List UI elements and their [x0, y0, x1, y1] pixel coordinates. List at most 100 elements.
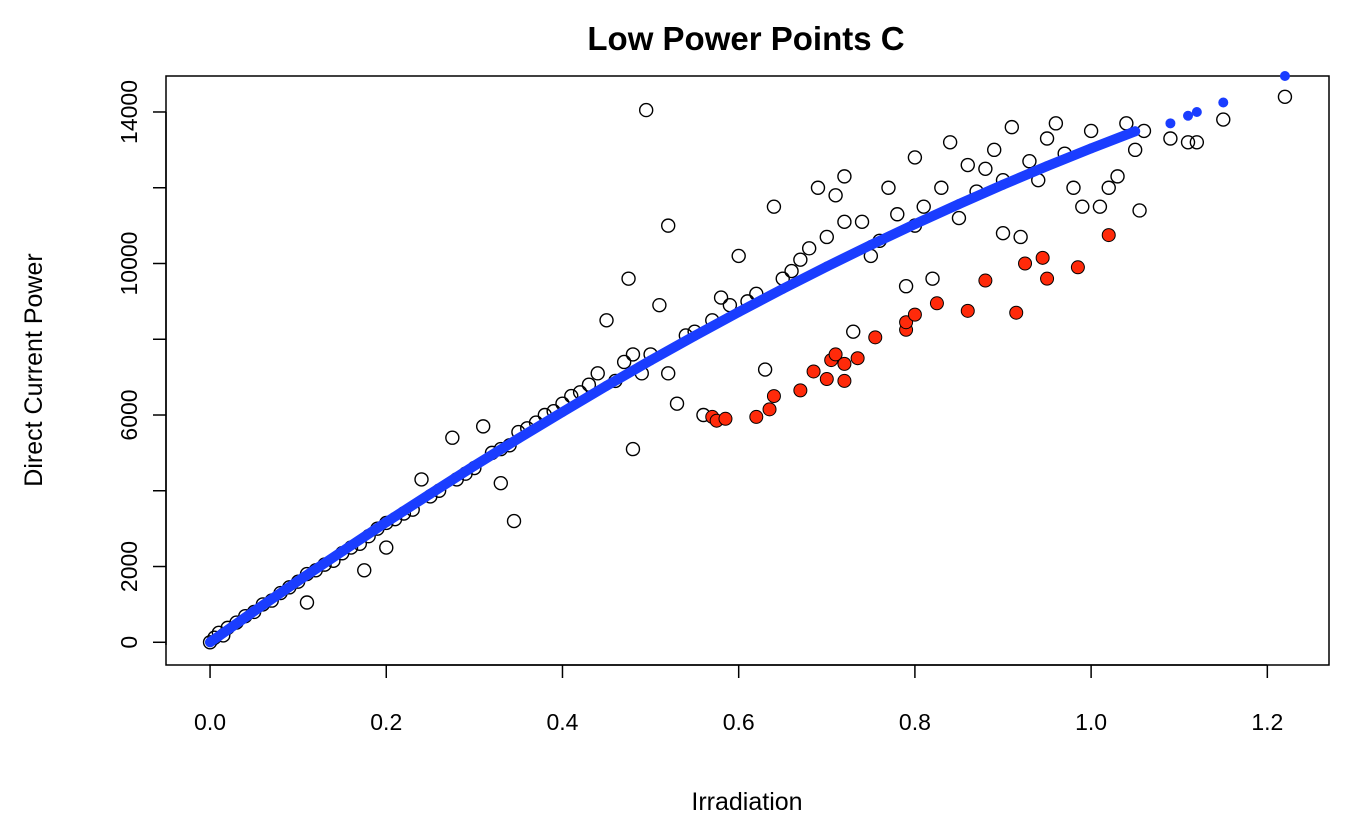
data-point-observed [986, 142, 1002, 158]
data-point-observed [1039, 131, 1055, 146]
data-point-fitted [381, 517, 392, 528]
x-tick-label: 0.4 [546, 709, 578, 735]
data-point-observed [881, 180, 896, 195]
data-point-observed [1180, 135, 1196, 150]
data-point-low-power [899, 315, 914, 330]
data-point-low-power [1040, 271, 1055, 286]
data-point-observed [1216, 112, 1231, 127]
data-point-observed [299, 595, 315, 610]
data-point-observed [590, 366, 605, 381]
data-point-fitted [821, 261, 832, 272]
data-point-observed [934, 180, 949, 195]
data-point-fitted [1218, 97, 1229, 108]
data-point-observed [1004, 119, 1020, 135]
data-point-low-power [1035, 250, 1050, 265]
data-point-observed [357, 563, 372, 578]
data-point-observed [837, 169, 852, 184]
data-point-fitted [557, 406, 568, 417]
plot-frame [165, 75, 1330, 666]
data-point-observed [1127, 142, 1143, 158]
data-point-observed [846, 324, 861, 339]
data-point-fitted [777, 283, 788, 294]
data-point-observed [801, 241, 817, 256]
data-point-observed [1048, 116, 1064, 131]
data-point-low-power [837, 373, 852, 388]
y-tick-label: 0 [116, 636, 142, 649]
data-point-fitted [1086, 143, 1097, 154]
data-point-observed [599, 313, 614, 328]
points-layer [202, 71, 1293, 650]
data-point-observed [916, 199, 931, 214]
data-point-observed [1075, 199, 1090, 214]
data-point-fitted [337, 546, 348, 557]
fitted-curve [205, 126, 1141, 648]
data-point-observed [995, 225, 1011, 241]
data-point-low-power [828, 347, 843, 362]
data-point-low-power [1018, 256, 1033, 271]
data-point-observed [493, 475, 509, 491]
data-point-low-power [907, 307, 922, 322]
y-tick-label: 14000 [116, 80, 142, 144]
data-point-low-power [793, 383, 808, 398]
data-point-fitted [1183, 110, 1194, 121]
series-0 [202, 89, 1293, 650]
data-point-observed [661, 366, 676, 381]
data-point-low-power [960, 303, 975, 318]
x-tick-label: 0.8 [899, 709, 931, 735]
data-point-fitted [953, 199, 964, 210]
y-tick-label: 6000 [116, 389, 142, 440]
data-point-observed [978, 161, 993, 177]
data-point-low-power [766, 389, 781, 404]
data-point-observed [1101, 180, 1116, 195]
data-point-fitted [1165, 118, 1176, 129]
x-tick-label: 1.0 [1075, 709, 1107, 735]
series-2 [705, 228, 1116, 428]
data-point-observed [942, 135, 958, 150]
data-point-observed [731, 248, 746, 264]
data-point-observed [837, 214, 852, 230]
data-point-observed [1189, 135, 1205, 150]
data-point-fitted [249, 606, 260, 617]
data-point-fitted [1130, 126, 1141, 137]
data-point-observed [784, 263, 799, 279]
data-point-observed [616, 354, 632, 370]
data-point-low-power [1070, 260, 1085, 275]
data-point-observed [625, 347, 641, 362]
data-point-observed [475, 419, 491, 434]
data-point-observed [506, 513, 522, 529]
data-point-low-power [1101, 228, 1116, 243]
data-point-observed [1163, 131, 1178, 146]
data-point-observed [810, 180, 826, 195]
x-axis-label: Irradiation [691, 788, 802, 816]
data-point-fitted [909, 219, 920, 230]
data-point-observed [766, 199, 782, 214]
data-point-observed [669, 396, 685, 411]
data-point-observed [414, 472, 429, 487]
data-point-observed [1066, 180, 1081, 195]
data-point-fitted [998, 179, 1009, 190]
y-axis: 0 2000 6000 10000 14000 [116, 80, 167, 649]
data-point-fitted [733, 306, 744, 317]
data-point-fitted [1042, 161, 1053, 172]
data-point-fitted [425, 488, 436, 499]
data-point-low-power [978, 273, 993, 288]
data-point-fitted [865, 239, 876, 250]
data-point-fitted [645, 355, 656, 366]
data-point-observed [1132, 203, 1147, 218]
data-point-fitted [689, 330, 700, 341]
data-point-low-power [868, 330, 883, 345]
data-point-observed [890, 207, 905, 222]
data-point-low-power [850, 351, 865, 366]
data-point-low-power [806, 364, 821, 379]
data-point-observed [757, 362, 773, 377]
data-point-fitted [601, 380, 612, 391]
data-point-observed [713, 290, 729, 305]
data-point-observed [951, 210, 967, 226]
data-point-fitted [1191, 106, 1202, 117]
data-point-observed [1092, 199, 1108, 214]
data-point-observed [638, 102, 654, 118]
data-point-observed [445, 430, 460, 445]
data-point-observed [379, 540, 394, 555]
data-point-fitted [469, 460, 480, 471]
